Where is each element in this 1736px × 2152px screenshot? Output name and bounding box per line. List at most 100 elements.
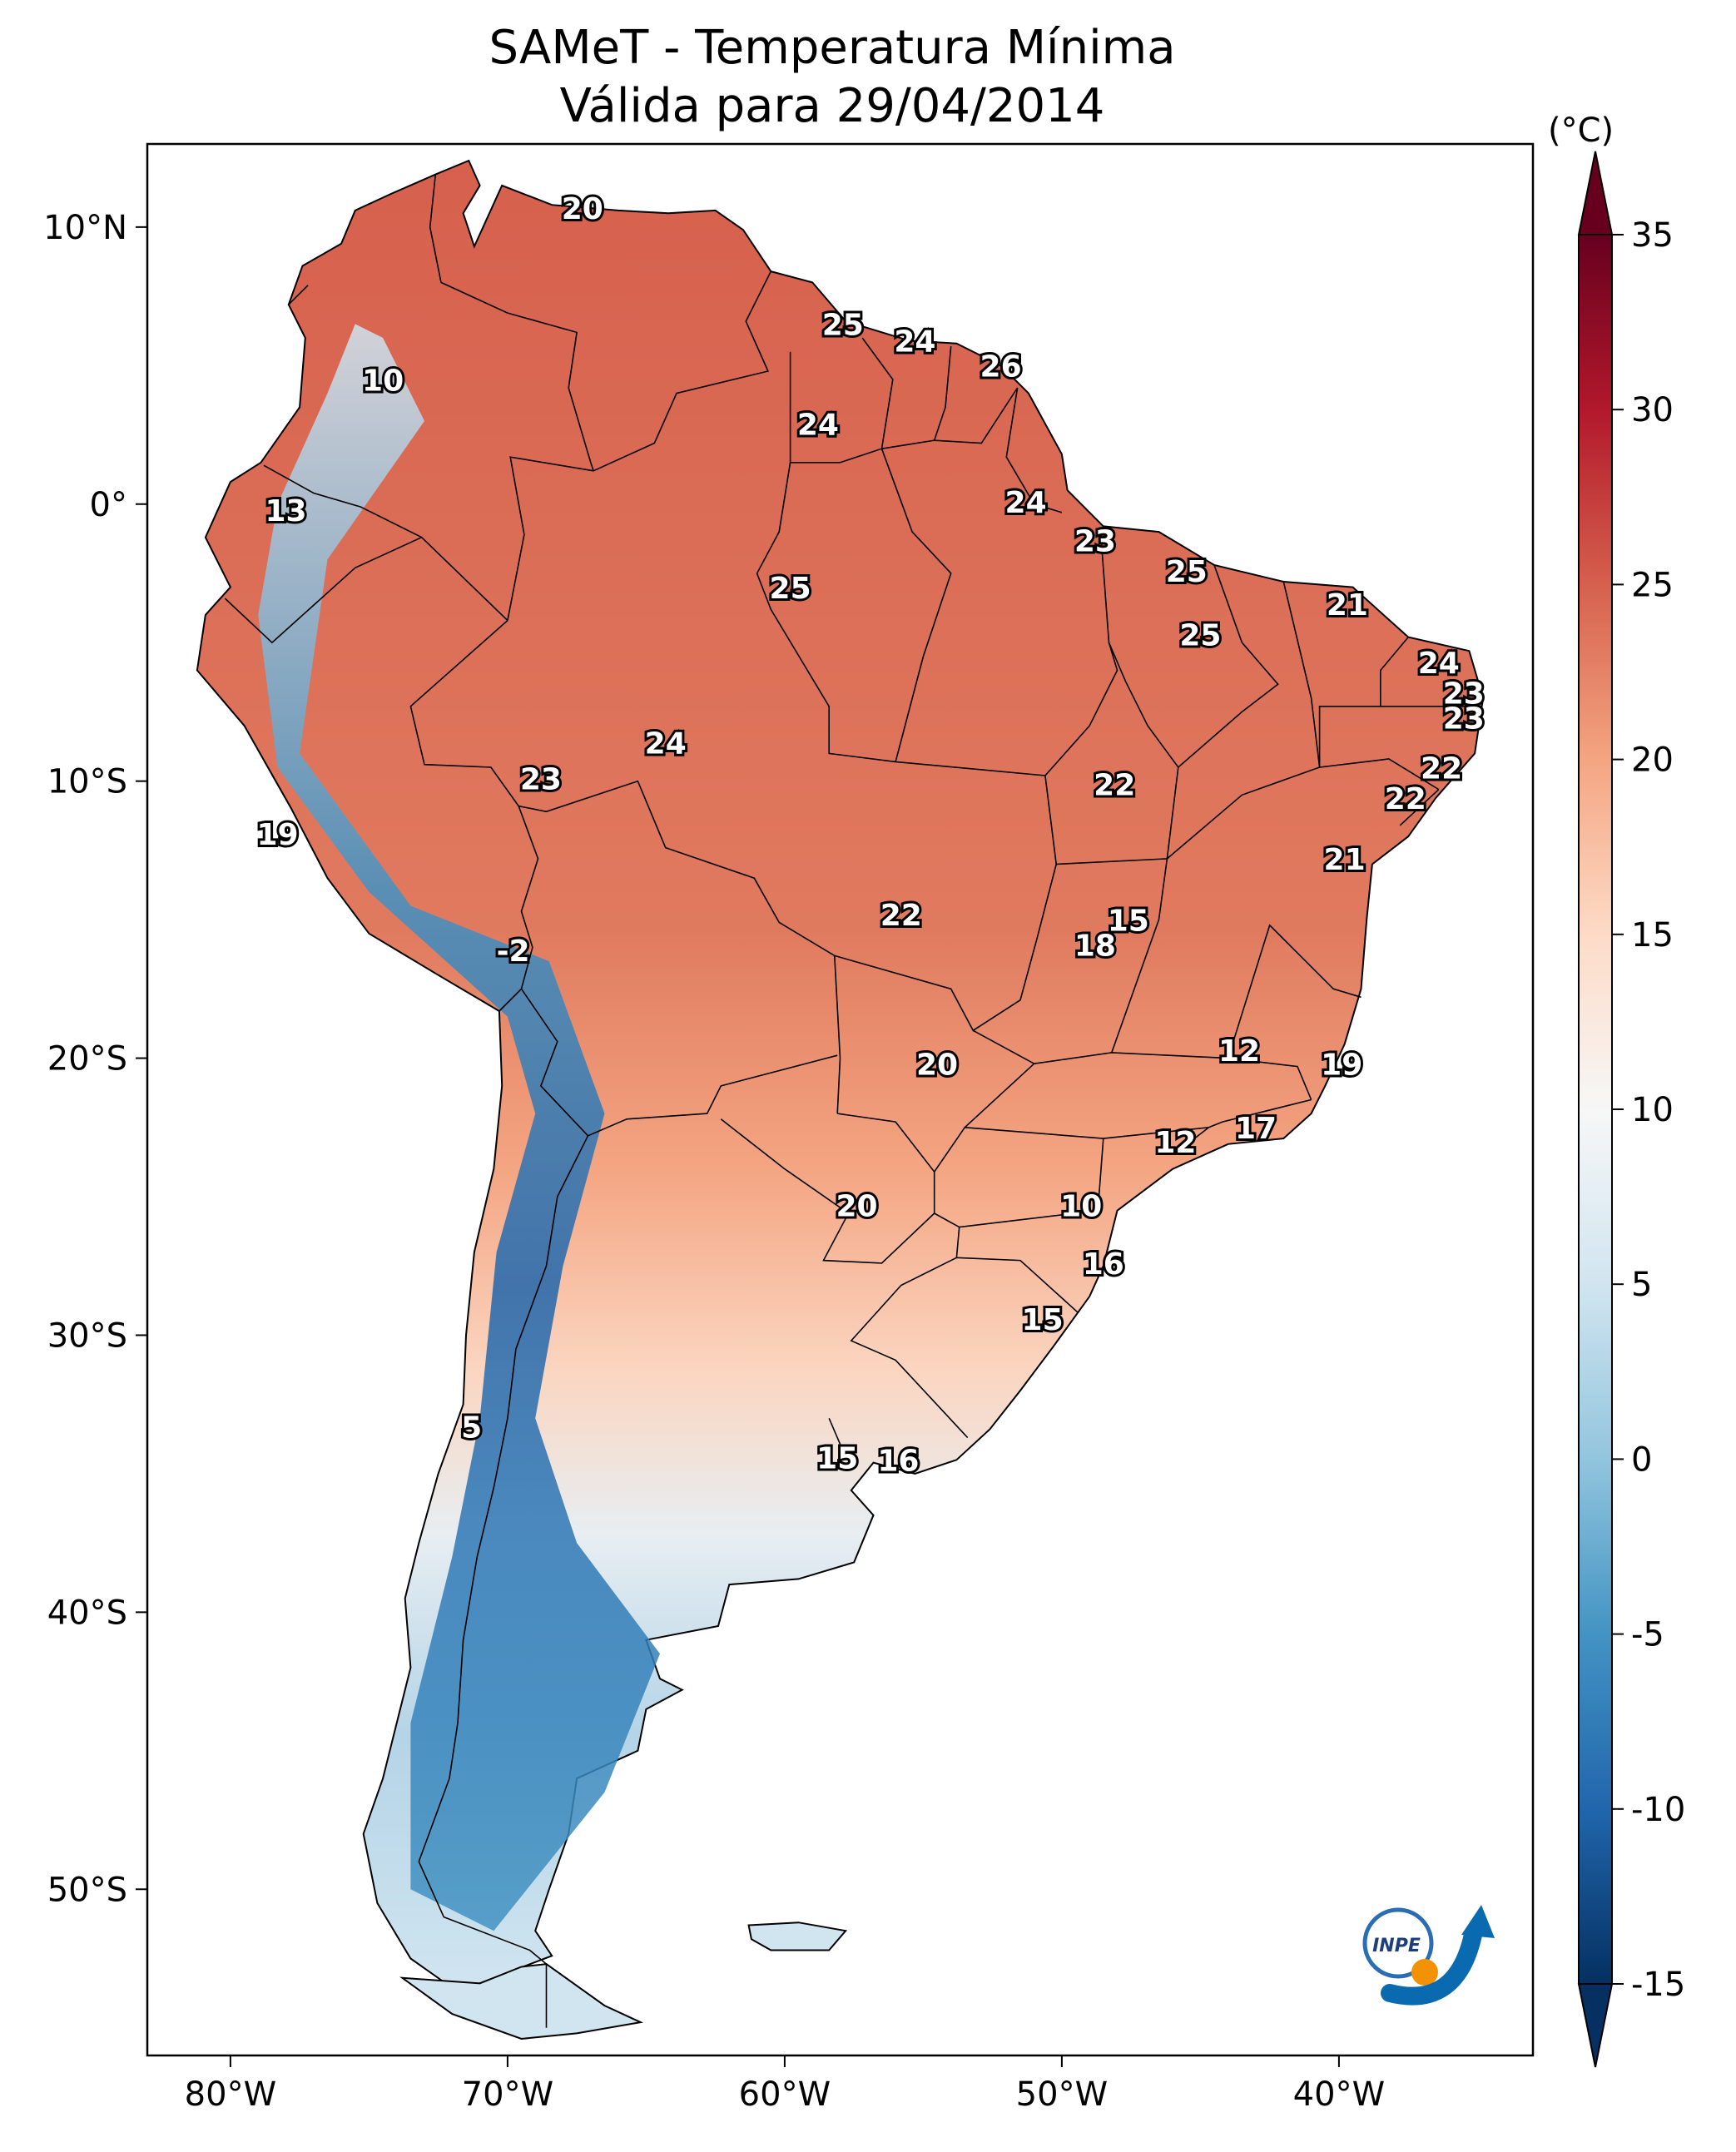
colorbar-tick-label: 20 xyxy=(1631,741,1674,780)
colorbar-tick-label: 0 xyxy=(1631,1440,1652,1479)
border-line xyxy=(956,1257,1079,1314)
temperature-label: 10 xyxy=(362,364,404,398)
temperature-label: 15 xyxy=(1022,1303,1064,1337)
border-line xyxy=(881,345,952,449)
border-line xyxy=(965,1126,1212,1148)
temperature-label: 24 xyxy=(1418,647,1460,681)
border-line xyxy=(224,536,508,644)
longitude-tick-label: 50°W xyxy=(1016,2075,1108,2114)
temperature-label: 17 xyxy=(1235,1112,1277,1146)
map-title: SAMeT - Temperatura Mínima xyxy=(489,21,1175,75)
andes-cold-band xyxy=(258,324,660,1931)
temperature-label: 20 xyxy=(836,1189,877,1223)
border-line xyxy=(1034,858,1168,1064)
latitude-tick-label: 10°S xyxy=(47,763,127,801)
colorbar-min-extend xyxy=(1577,1983,1614,2068)
border-line xyxy=(720,1113,935,1264)
svg-text:INPE: INPE xyxy=(1372,1936,1421,1956)
border-line xyxy=(1227,924,1362,1059)
temperature-label: 23 xyxy=(520,763,562,797)
border-line xyxy=(1399,789,1440,826)
latitude-tick-label: 30°S xyxy=(47,1316,127,1355)
temperature-label: 20 xyxy=(562,192,603,226)
temperature-label: 21 xyxy=(1327,588,1368,622)
temperature-label: 25 xyxy=(770,572,811,606)
temperature-label: -2 xyxy=(497,935,530,969)
temperature-label: 16 xyxy=(1083,1247,1124,1282)
colorbar-tick-label: -10 xyxy=(1631,1791,1685,1829)
temperature-label: 25 xyxy=(822,309,864,343)
border-line xyxy=(1178,564,1279,768)
temperature-label: 24 xyxy=(1005,486,1047,520)
temperature-label: 22 xyxy=(1421,751,1462,786)
border-line xyxy=(1380,637,1470,707)
temperature-label: 16 xyxy=(877,1445,919,1479)
latitude-tick-label: 10°N xyxy=(43,209,127,247)
border-line xyxy=(520,988,838,1137)
longitude-tick-label: 40°W xyxy=(1293,2075,1385,2114)
border-line xyxy=(429,174,594,472)
falkland-islands xyxy=(747,1921,848,1951)
map-frame xyxy=(146,142,1535,2057)
map-subtitle: Válida para 29/04/2014 xyxy=(560,79,1105,133)
temperature-label: 24 xyxy=(645,726,687,761)
temperature-label: 21 xyxy=(1324,843,1366,877)
temperature-label: 5 xyxy=(461,1411,482,1445)
temperature-label: 19 xyxy=(1321,1049,1362,1083)
temperature-label: 24 xyxy=(797,409,839,443)
temperature-label: 22 xyxy=(1094,768,1135,802)
longitude-tick-label: 80°W xyxy=(185,2075,276,2114)
colorbar-tick-label: 25 xyxy=(1631,566,1674,604)
temperature-label: 22 xyxy=(1385,782,1426,816)
temperature-label: 25 xyxy=(1179,619,1221,653)
longitude-tick-label: 60°W xyxy=(739,2075,831,2114)
temperature-label: 24 xyxy=(894,325,935,359)
border-line xyxy=(1005,387,1063,513)
latitude-tick-label: 50°S xyxy=(47,1871,127,1909)
colorbar-tick-label: 35 xyxy=(1631,216,1674,255)
temperature-label: 12 xyxy=(1154,1126,1196,1160)
temperature-label: 10 xyxy=(1060,1189,1102,1223)
border-line xyxy=(288,285,309,305)
temperature-label: 23 xyxy=(1443,702,1485,736)
country-state-borders xyxy=(224,174,1470,2028)
colorbar-tick-label: 15 xyxy=(1631,916,1674,955)
temperature-label: 20 xyxy=(916,1049,958,1083)
colorbar-tick-label: 5 xyxy=(1631,1266,1652,1304)
colorbar-bar xyxy=(1578,234,1613,1985)
border-line xyxy=(507,270,772,621)
colorbar-max-extend xyxy=(1577,151,1614,236)
border-line xyxy=(1318,706,1440,791)
border-line xyxy=(756,462,1045,776)
border-line xyxy=(934,1029,1035,1173)
temperature-label: 23 xyxy=(1443,677,1485,712)
colorbar: (°C) 35 30 25 20 15 10 5 0 -5 -10 -15 xyxy=(1548,112,1685,2068)
longitude-ticks: 80°W 70°W 60°W 50°W 40°W xyxy=(185,2055,1385,2114)
temperature-label: 15 xyxy=(1108,904,1149,938)
temperature-label: 15 xyxy=(816,1441,858,1475)
temperature-label: 23 xyxy=(1074,524,1116,558)
temperature-label: 22 xyxy=(880,899,922,933)
temperature-label: 12 xyxy=(1218,1034,1260,1069)
border-line xyxy=(498,806,539,1012)
temperature-label: 13 xyxy=(265,494,306,528)
temperature-label: 25 xyxy=(1166,555,1208,589)
border-line xyxy=(834,864,1057,1032)
border-line xyxy=(789,337,894,464)
temperature-label: 18 xyxy=(1074,929,1116,963)
border-line xyxy=(934,387,1019,444)
latitude-tick-label: 40°S xyxy=(47,1594,127,1632)
temperature-label: 19 xyxy=(256,818,298,852)
colorbar-tick-label: 10 xyxy=(1631,1091,1674,1129)
border-line xyxy=(959,1138,1104,1228)
latitude-ticks: 10°N 0° 10°S 20°S 30°S 40°S 50°S xyxy=(43,209,147,1909)
colorbar-tick-label: -15 xyxy=(1631,1966,1685,2004)
latitude-tick-label: 0° xyxy=(90,486,127,524)
temperature-label: 26 xyxy=(980,350,1022,384)
tierra-del-fuego xyxy=(399,1963,644,2040)
inpe-logo: INPE xyxy=(1362,1905,1495,2006)
border-line xyxy=(828,1417,846,1458)
